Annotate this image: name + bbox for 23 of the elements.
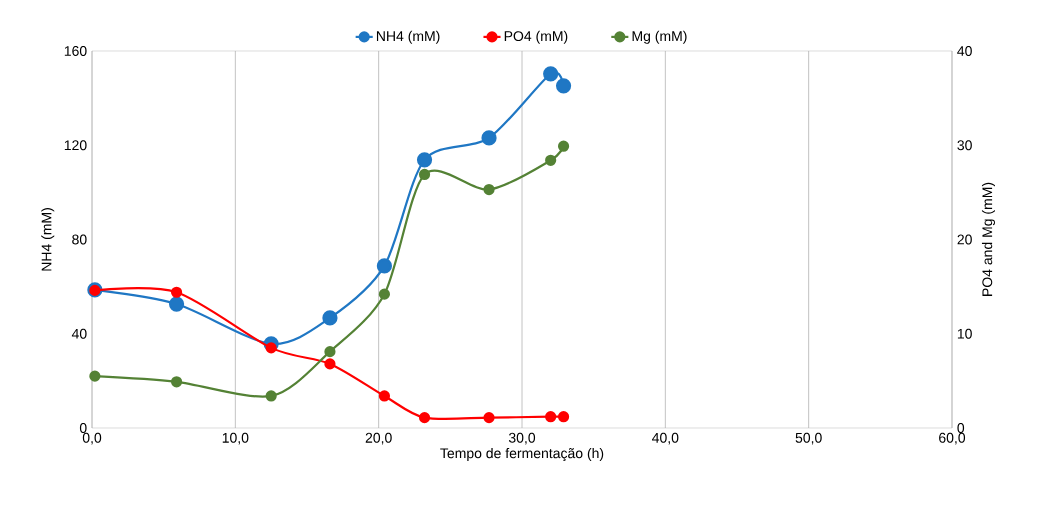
x-tick-label: 30,0: [508, 432, 536, 445]
y2-tick-label: 40: [957, 46, 972, 56]
legend-label: PO4 (mM): [504, 30, 568, 44]
y2-tick-label: 30: [957, 140, 972, 151]
x-tick-label: 0,0: [82, 432, 102, 445]
y2-tick-label: 0: [957, 423, 965, 433]
legend-label: Mg (mM): [632, 30, 687, 44]
x-axis-title: Tempo de fermentação (h): [440, 447, 604, 462]
y-tick-label: 40: [71, 328, 87, 339]
y-tick-label: 80: [72, 234, 87, 245]
y2-axis-title: PO4 and Mg (mM): [981, 182, 996, 296]
x-tick-label: 20,0: [365, 432, 392, 445]
y-axis-title: NH4 (mM): [41, 208, 55, 271]
legend-label: NH4 (mM): [376, 30, 440, 44]
y2-tick-label: 10: [957, 328, 972, 339]
x-tick-label: 60,0: [939, 432, 966, 445]
x-tick-label: 50,0: [795, 432, 822, 445]
x-tick-label: 40,0: [652, 432, 679, 445]
x-tick-label: 10,0: [222, 432, 249, 445]
y-tick-label: 0: [79, 423, 87, 433]
y-tick-label: 120: [64, 140, 87, 151]
y-tick-label: 160: [64, 46, 87, 56]
y2-tick-label: 20: [957, 234, 972, 245]
